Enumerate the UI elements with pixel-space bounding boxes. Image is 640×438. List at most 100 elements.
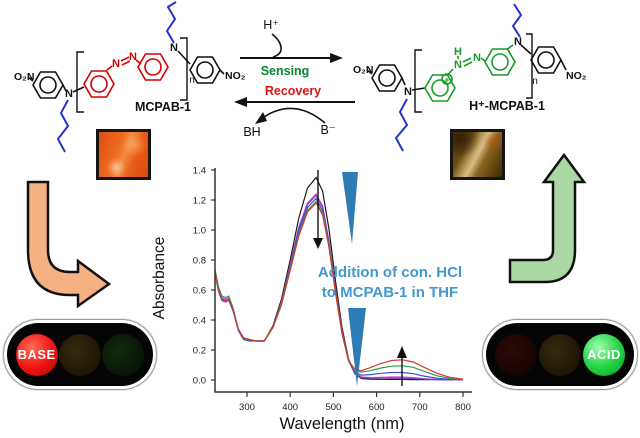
aromatic-circle xyxy=(431,79,449,97)
nitro-group-label: NO₂ xyxy=(225,70,246,82)
azo-double-bond xyxy=(463,61,473,67)
h-mcpab-1-film-photo xyxy=(450,129,505,180)
base-to-spectrum-arrow xyxy=(26,180,112,309)
acid-label: ACID xyxy=(587,347,621,362)
x-axis-ticks: 300 400 500 600 700 800 xyxy=(239,392,471,413)
bracket-open xyxy=(414,49,422,113)
azo-n-label: N xyxy=(129,51,137,63)
uv-vis-spectra-chart: 0.0 0.2 0.4 0.6 0.8 1.0 1.2 1.4 300 400 500 600 700… xyxy=(151,166,472,433)
butyl-chain-icon xyxy=(165,1,177,44)
azobenzene-red xyxy=(83,53,169,98)
base-label: BASE xyxy=(17,347,56,362)
green-curved-arrow-icon xyxy=(508,152,587,284)
x-tick-label: 400 xyxy=(282,402,298,413)
y-tick-label: 1.4 xyxy=(193,166,206,177)
benzene-ring xyxy=(484,48,516,76)
y-tick-label: 0.2 xyxy=(193,346,206,357)
green-lamp-off xyxy=(102,333,145,376)
x-tick-label: 300 xyxy=(239,402,255,413)
traffic-light-body: ACID xyxy=(486,323,634,386)
x-tick-label: 500 xyxy=(325,402,341,413)
y-tick-label: 0.0 xyxy=(193,376,206,387)
compound-label: H⁺-MCPAB-1 xyxy=(469,99,545,113)
green-lamp-lit: ACID xyxy=(583,333,625,376)
y-tick-label: 1.0 xyxy=(193,226,206,237)
reverse-arrowhead-icon xyxy=(234,97,247,107)
butyl-chain-icon xyxy=(56,99,70,153)
forward-arrowhead-icon xyxy=(330,53,343,63)
repeat-unit-n: n xyxy=(532,76,538,87)
azo-double-bond xyxy=(462,57,472,63)
aromatic-circle xyxy=(39,76,57,94)
annotation-line-1: Addition of con. HCl xyxy=(318,264,462,281)
decrease-wedge-icon xyxy=(342,172,358,244)
recovery-label: Recovery xyxy=(265,84,321,98)
reaction-scheme: H⁺ Sensing Recovery BH B⁻ xyxy=(234,18,355,139)
y-tick-label: 0.6 xyxy=(193,286,206,297)
proton-label: H⁺ xyxy=(263,18,279,32)
conjugate-acid-label: BH xyxy=(243,125,260,139)
x-tick-label: 700 xyxy=(412,402,428,413)
chart-axes xyxy=(214,168,472,393)
x-tick-label: 600 xyxy=(369,402,385,413)
butyl-chains xyxy=(56,1,177,153)
orange-curved-arrow-icon xyxy=(26,180,112,309)
bracket-open xyxy=(76,51,84,113)
benzene-ring xyxy=(424,74,456,102)
base-curved-arrow xyxy=(260,107,326,124)
benzene-ring xyxy=(371,64,403,92)
amine-n-label: N xyxy=(404,86,412,98)
aromatic-circle xyxy=(537,51,555,69)
traffic-light-body: BASE xyxy=(7,323,153,386)
benzene-ring xyxy=(83,70,115,98)
aromatic-circle xyxy=(90,75,108,93)
y-axis-ticks: 0.0 0.2 0.4 0.6 0.8 1.0 1.2 1.4 xyxy=(193,166,215,387)
y-tick-label: 0.8 xyxy=(193,256,206,267)
amber-lamp-off xyxy=(58,333,101,376)
compound-label: MCPAB-1 xyxy=(135,100,191,114)
aromatic-circle xyxy=(378,69,396,87)
benzene-ring xyxy=(137,53,169,81)
proton-curved-arrow xyxy=(271,33,282,58)
benzene-ring xyxy=(530,46,562,74)
black-bonds xyxy=(27,37,225,113)
bracket-close xyxy=(180,37,188,101)
plus-sign: + xyxy=(445,75,450,85)
azo-double-bond xyxy=(120,56,130,62)
aromatic-circle xyxy=(491,53,509,71)
benzene-ring xyxy=(32,71,64,99)
bracket-close xyxy=(526,33,533,99)
up-arrowhead-icon xyxy=(397,346,407,358)
y-axis-label: Absorbance xyxy=(151,237,168,320)
azo-n-label: N xyxy=(454,59,462,71)
azobenzene-protonated-green xyxy=(424,44,516,102)
amber-lamp-off xyxy=(539,333,581,376)
nitro-group-label: O₂N xyxy=(353,64,373,76)
aromatic-circle xyxy=(196,61,214,79)
y-tick-label: 0.4 xyxy=(193,316,206,327)
structure-mcpab-1: O₂N N N N N NO₂ n MCPAB-1 xyxy=(14,1,246,153)
aromatic-circle xyxy=(144,58,162,76)
amine-n-label: N xyxy=(514,36,522,48)
butyl-chain-icon xyxy=(511,3,523,38)
azo-double-bond xyxy=(121,60,131,66)
down-arrowhead-icon xyxy=(313,238,323,249)
repeat-unit-n: n xyxy=(189,75,195,86)
nitro-group-label: NO₂ xyxy=(566,70,587,82)
traffic-light-base: BASE xyxy=(3,319,157,390)
base-label: B⁻ xyxy=(321,123,336,137)
black-bonds xyxy=(366,33,567,113)
sensing-label: Sensing xyxy=(261,64,310,78)
traffic-light-acid: ACID xyxy=(482,319,638,390)
red-lamp-off xyxy=(495,333,537,376)
base-arrowhead-icon xyxy=(255,112,267,124)
azo-n-label: N xyxy=(112,58,120,70)
acid-to-structure-arrow xyxy=(508,152,587,284)
chart-annotation: Addition of con. HCl to MCPAB-1 in THF xyxy=(318,264,462,301)
y-tick-label: 1.2 xyxy=(193,196,206,207)
benzene-ring xyxy=(189,56,221,84)
positive-charge-icon xyxy=(441,73,453,85)
increase-wedge-icon xyxy=(348,308,366,386)
nh-h-label: H xyxy=(454,46,462,58)
